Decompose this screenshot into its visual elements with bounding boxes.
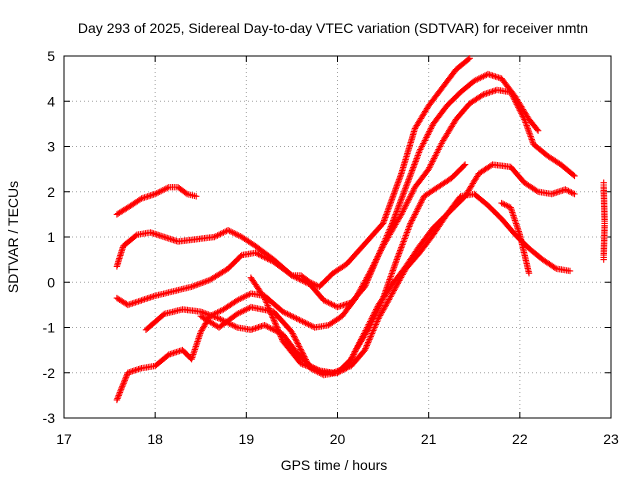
series-markers — [247, 190, 574, 376]
y-tick-label: -1 — [43, 320, 56, 336]
series-s3 — [113, 70, 542, 311]
series-s8 — [498, 199, 533, 277]
x-tick-label: 22 — [512, 431, 528, 447]
y-axis-label: SDTVAR / TECUs — [5, 181, 21, 293]
data-series — [113, 55, 608, 404]
y-tick-label: 2 — [47, 184, 55, 200]
y-tick-label: -2 — [43, 365, 56, 381]
series-markers — [600, 179, 608, 263]
x-tick-label: 23 — [603, 431, 619, 447]
x-axis-label: GPS time / hours — [281, 457, 388, 473]
series-markers — [142, 161, 469, 376]
series-markers — [113, 184, 200, 218]
y-tick-label: 0 — [47, 274, 55, 290]
series-s5 — [142, 161, 469, 376]
y-tick-label: 1 — [47, 229, 55, 245]
series-s7 — [247, 190, 574, 376]
y-tick-label: -3 — [43, 410, 56, 426]
series-markers — [498, 199, 533, 277]
series-s6 — [197, 161, 578, 379]
series-s9 — [600, 179, 608, 263]
y-tick-label: 5 — [47, 48, 55, 64]
y-tick-label: 4 — [47, 93, 55, 109]
series-markers — [113, 70, 542, 311]
x-tick-label: 20 — [330, 431, 346, 447]
x-tick-label: 19 — [239, 431, 255, 447]
series-s4 — [113, 86, 578, 404]
grid — [64, 56, 611, 418]
y-tick-label: 3 — [47, 139, 55, 155]
x-tick-label: 18 — [147, 431, 163, 447]
series-s1 — [113, 184, 200, 218]
chart-title: Day 293 of 2025, Sidereal Day-to-day VTE… — [78, 20, 588, 36]
x-tick-label: 21 — [421, 431, 437, 447]
series-markers — [197, 161, 578, 379]
series-markers — [113, 86, 578, 404]
x-tick-label: 17 — [56, 431, 72, 447]
